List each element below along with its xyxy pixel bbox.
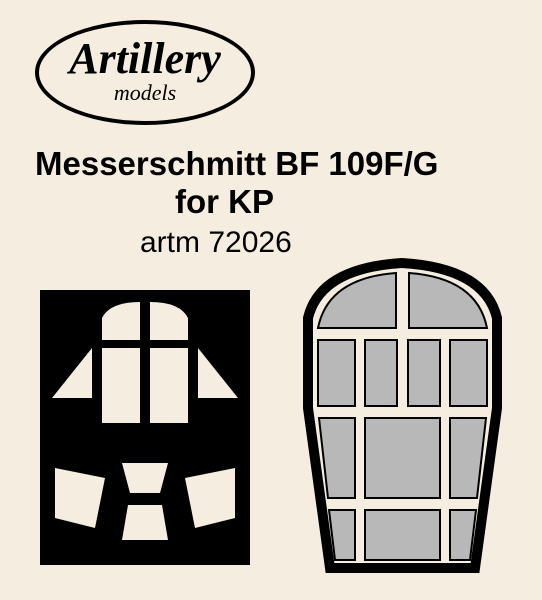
triangle-right [198, 348, 238, 398]
triangle-left [52, 348, 92, 398]
arch-panel-left [102, 302, 140, 340]
center-rect-left [102, 348, 140, 423]
quad-bottom-right [185, 468, 235, 528]
canopy-mid-cl [365, 340, 397, 406]
trapezoid-bottom [122, 505, 168, 540]
center-rect-right [150, 348, 188, 423]
canopy-mid-left [318, 340, 355, 406]
canopy-low-left [319, 418, 355, 498]
quad-bottom-left [55, 468, 105, 528]
title-line2: for KP [35, 183, 542, 221]
trapezoid-top [122, 463, 168, 493]
logo-sub-text: models [114, 80, 176, 106]
logo-main-text: Artillery [69, 39, 221, 79]
logo-container: Artillery models [35, 20, 255, 125]
canopy-low-right [450, 418, 486, 498]
mask-sheet-svg [40, 290, 250, 565]
canopy-bot-center [365, 510, 440, 560]
canopy-svg [300, 258, 505, 573]
canopy-mid-right [450, 340, 487, 406]
title-line1: Messerschmitt BF 109F/G [35, 145, 542, 183]
title-block: Messerschmitt BF 109F/G for KP artm 7202… [0, 145, 542, 260]
canopy-diagram [300, 258, 505, 573]
arch-panel-right [150, 302, 188, 340]
mask-sheet-diagram [40, 290, 250, 565]
canopy-mid-cr [408, 340, 440, 406]
product-code: artm 72026 [35, 226, 542, 260]
canopy-low-center [365, 418, 440, 498]
logo-ellipse: Artillery models [35, 20, 255, 125]
